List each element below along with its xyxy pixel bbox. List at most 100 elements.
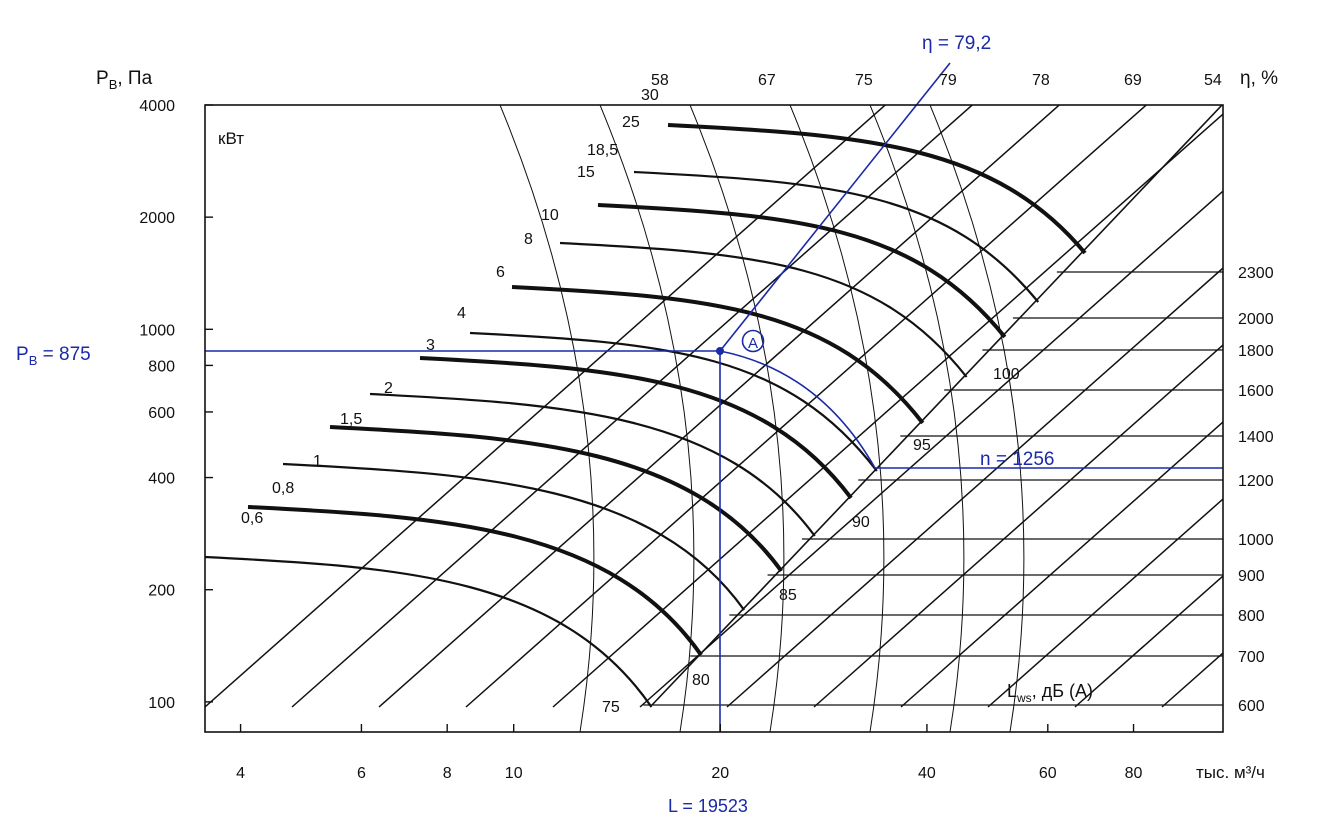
y-tick-label: 100 — [148, 695, 175, 712]
efficiency-line — [869, 105, 965, 732]
power-label: 0,6 — [241, 510, 263, 527]
fan-curve — [329, 425, 783, 573]
y-tick-label: 400 — [148, 471, 175, 488]
efficiency-label: 58 — [651, 72, 669, 89]
noise-label: 80 — [692, 672, 710, 689]
system-line — [378, 105, 1061, 708]
power-label: 1,5 — [340, 411, 362, 428]
efficiency-label: 78 — [1032, 72, 1050, 89]
noise-label: 85 — [779, 587, 797, 604]
efficiency-label: 75 — [855, 72, 873, 89]
power-label: 30 — [641, 87, 659, 104]
operating-point-label: A — [748, 335, 758, 352]
power-label: 8 — [524, 231, 533, 248]
speed-label: 900 — [1238, 568, 1265, 585]
speed-label: 700 — [1238, 649, 1265, 666]
noise-label: 75 — [602, 699, 620, 716]
system-line — [639, 190, 1223, 708]
system-line — [900, 421, 1223, 708]
x-tick-label: 40 — [918, 765, 936, 782]
fan-curve — [597, 203, 1007, 339]
x-axis-label: тыс. м³/ч — [1196, 763, 1265, 782]
power-label: 4 — [457, 305, 466, 322]
x-tick-label: 8 — [443, 765, 452, 782]
noise-axis-label: Lws, дБ (А) — [1007, 681, 1093, 705]
chart-labels: 6007008009001000120014001600180020002300… — [241, 72, 1274, 716]
speed-label: 2000 — [1238, 311, 1274, 328]
speed-label: 800 — [1238, 608, 1265, 625]
noise-label: 95 — [913, 437, 931, 454]
fan-curve — [247, 505, 703, 657]
speed-label: 1600 — [1238, 383, 1274, 400]
speed-label: 1200 — [1238, 473, 1274, 490]
operating-point-lines — [205, 62, 1223, 732]
system-line — [291, 105, 974, 708]
fan-curves — [205, 105, 1087, 732]
speed-limit-line — [651, 105, 1223, 706]
fan-curve — [205, 555, 653, 708]
fan-curve — [369, 392, 816, 537]
power-label: 0,8 — [272, 480, 294, 497]
y-tick-label: 800 — [148, 358, 175, 375]
efficiency-line — [689, 105, 785, 732]
operating-efficiency-label: η = 79,2 — [922, 33, 991, 54]
speed-label: 1000 — [1238, 532, 1274, 549]
y-tick-label: 4000 — [139, 98, 175, 115]
efficiency-line — [789, 105, 885, 732]
y-axis-label: PВ, Па — [96, 68, 153, 92]
power-label: 18,5 — [587, 142, 618, 159]
system-line — [1074, 575, 1223, 708]
y-tick-label: 1000 — [139, 322, 175, 339]
operating-pressure-label: PB = 875 — [16, 344, 91, 368]
noise-label: 90 — [852, 514, 870, 531]
fan-curve — [419, 356, 853, 500]
power-label: 3 — [426, 337, 435, 354]
speed-label: 1800 — [1238, 343, 1274, 360]
speed-label: 600 — [1238, 698, 1265, 715]
speed-curve — [719, 350, 876, 469]
x-tick-label: 4 — [236, 765, 245, 782]
power-label: 25 — [622, 114, 640, 131]
x-tick-label: 80 — [1125, 765, 1143, 782]
operating-speed-label: n = 1256 — [980, 449, 1055, 470]
operating-point-marker — [716, 347, 724, 355]
fan-curve — [667, 123, 1087, 255]
efficiency-line — [499, 105, 595, 732]
efficiency-label: 54 — [1204, 72, 1222, 89]
operating-point-a: A — [741, 329, 765, 353]
efficiency-label: 79 — [939, 72, 957, 89]
y-tick-label: 600 — [148, 405, 175, 422]
power-label: 6 — [496, 264, 505, 281]
system-line — [987, 498, 1223, 708]
noise-label: 100 — [993, 366, 1020, 383]
operating-flow-label: L = 19523 — [668, 796, 748, 816]
efficiency-line — [929, 105, 1025, 732]
power-label: 2 — [384, 380, 393, 397]
fan-curve — [469, 331, 878, 472]
fan-curve — [559, 241, 968, 378]
system-line — [552, 113, 1223, 708]
x-tick-label: 20 — [711, 765, 729, 782]
fan-curve — [511, 285, 925, 425]
power-label: 10 — [541, 207, 559, 224]
x-tick-label: 60 — [1039, 765, 1057, 782]
power-label: 15 — [577, 164, 595, 181]
x-tick-label: 6 — [357, 765, 366, 782]
fan-curve — [282, 462, 746, 611]
power-axis-label: кВт — [218, 129, 244, 148]
efficiency-axis-label: η, % — [1240, 68, 1278, 89]
x-tick-label: 10 — [505, 765, 523, 782]
axis-ticks: 100 200 400 600 800 1000 2000 4000 4 6 8 10 20 40 60 80 — [139, 98, 1142, 782]
system-line — [726, 267, 1223, 708]
system-line — [465, 105, 1148, 708]
power-label: 1 — [313, 453, 322, 470]
speed-label: 2300 — [1238, 265, 1274, 282]
efficiency-ray — [719, 62, 951, 352]
speed-label: 1400 — [1238, 429, 1274, 446]
plot-frame — [204, 104, 1224, 733]
system-line — [205, 105, 887, 708]
fan-curve — [633, 170, 1040, 303]
efficiency-label: 67 — [758, 72, 776, 89]
y-tick-label: 200 — [148, 583, 175, 600]
